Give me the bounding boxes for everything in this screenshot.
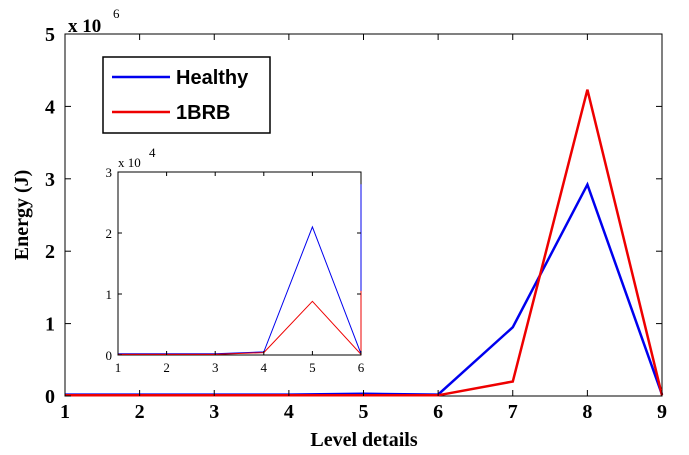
inset-y-multiplier-exponent: 4 <box>149 145 156 160</box>
legend-label-healthy: Healthy <box>176 67 249 89</box>
x-tick-label: 9 <box>657 401 667 423</box>
x-axis-label: Level details <box>310 429 417 451</box>
inset-x-tick-label: 5 <box>309 360 316 375</box>
inset-y-multiplier: x 10 <box>118 155 141 170</box>
inset-x-tick-label: 3 <box>212 360 219 375</box>
x-tick-label: 8 <box>582 401 592 423</box>
x-tick-label: 6 <box>433 401 443 423</box>
x-tick-label: 4 <box>284 401 294 423</box>
y-multiplier-exponent: 6 <box>113 6 120 21</box>
inset-x-tick-label: 6 <box>358 360 365 375</box>
y-tick-label: 1 <box>45 314 55 336</box>
y-tick-label: 5 <box>45 24 55 46</box>
inset-y-tick-label: 2 <box>106 226 113 241</box>
legend-box <box>102 56 271 134</box>
x-tick-label: 2 <box>135 401 145 423</box>
inset-y-tick-label: 3 <box>106 165 113 180</box>
inset-plot-area <box>117 171 362 356</box>
x-tick-label: 7 <box>508 401 518 423</box>
legend-label-1brb: 1BRB <box>176 102 230 124</box>
y-multiplier: x 10 <box>68 16 101 37</box>
y-tick-label: 4 <box>45 96 55 118</box>
x-tick-label: 3 <box>209 401 219 423</box>
inset-y-tick-label: 0 <box>106 348 113 363</box>
inset-y-tick-label: 1 <box>106 287 113 302</box>
y-axis-label: Energy (J) <box>11 170 33 261</box>
inset-x-tick-label: 2 <box>163 360 170 375</box>
y-tick-label: 3 <box>45 169 55 191</box>
inset-x-tick-label: 4 <box>261 360 268 375</box>
inset-x-tick-label: 1 <box>115 360 122 375</box>
x-tick-label: 1 <box>60 401 70 423</box>
x-tick-label: 5 <box>359 401 369 423</box>
y-tick-label: 0 <box>45 386 55 408</box>
legend: Healthy 1BRB <box>102 56 271 134</box>
y-tick-label: 2 <box>45 241 55 263</box>
